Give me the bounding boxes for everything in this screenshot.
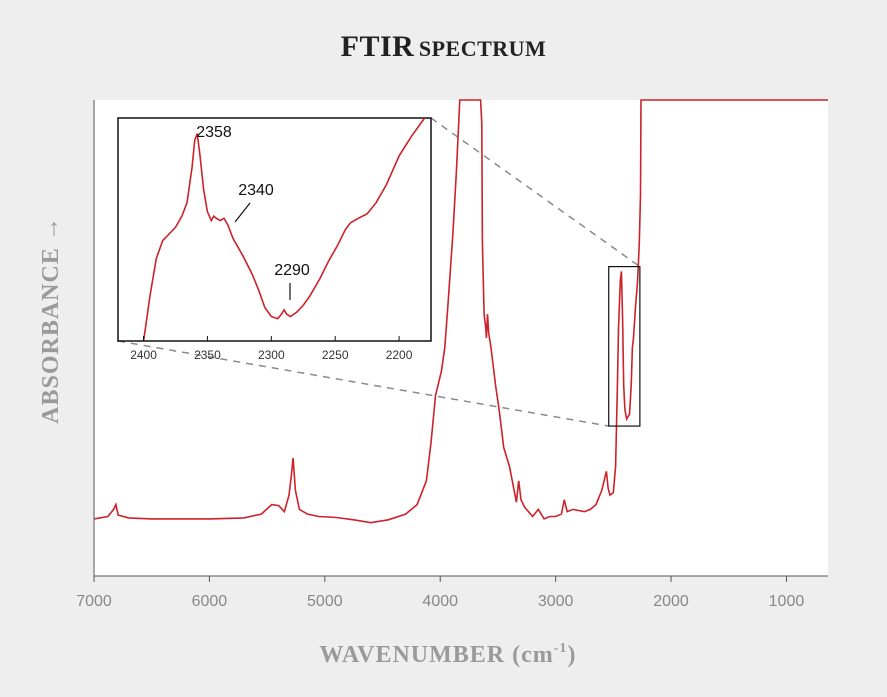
inset-tick-label-2350: 2350 [194,348,221,362]
annotation-leader-2340 [234,202,251,223]
x-tick-label-3000: 3000 [538,593,574,610]
annotation-2358: 2358 [196,124,232,141]
x-ticks: 7000 6000 5000 4000 3000 2000 1000 [76,576,804,610]
title-word-spectrum: Spectrum [418,36,547,61]
x-tick-label-1000: 1000 [769,593,805,610]
x-axis-title: WAVENUMBER (cm-1) [320,641,577,668]
chart-title: FTIR Spectrum [0,30,887,64]
inset-tick-label-2200: 2200 [386,348,413,362]
inset-tick-label-2400: 2400 [130,348,157,362]
annotation-2340: 2340 [238,182,274,199]
x-tick-label-7000: 7000 [76,593,112,610]
x-tick-label-5000: 5000 [307,593,343,610]
inset-background [117,117,432,342]
inset-spectrum-line [142,117,426,342]
inset-x-ticks: 2400 2350 2300 2250 2200 [130,336,413,362]
annotation-2290: 2290 [274,262,310,279]
y-axis-title: ABSORBANCE→ [38,216,64,424]
connector-upper [430,117,641,268]
x-tick-label-6000: 6000 [192,593,228,610]
x-tick-label-2000: 2000 [653,593,689,610]
inset-annotations: 2358 2340 2290 [196,124,310,300]
zoom-connectors [117,117,641,427]
title-word-ftir: FTIR [340,30,415,63]
inset-tick-label-2300: 2300 [258,348,285,362]
x-axis-title-superscript: -1 [554,641,568,656]
main-spectrum-line [93,99,828,524]
inset-chart: 2400 2350 2300 2250 2200 2358 2340 2290 [117,117,432,362]
inset-tick-label-2250: 2250 [322,348,349,362]
x-tick-label-4000: 4000 [422,593,458,610]
zoom-box [608,266,641,427]
y-axis-title-text: ABSORBANCE→ [38,216,64,424]
connector-lower [117,340,609,427]
